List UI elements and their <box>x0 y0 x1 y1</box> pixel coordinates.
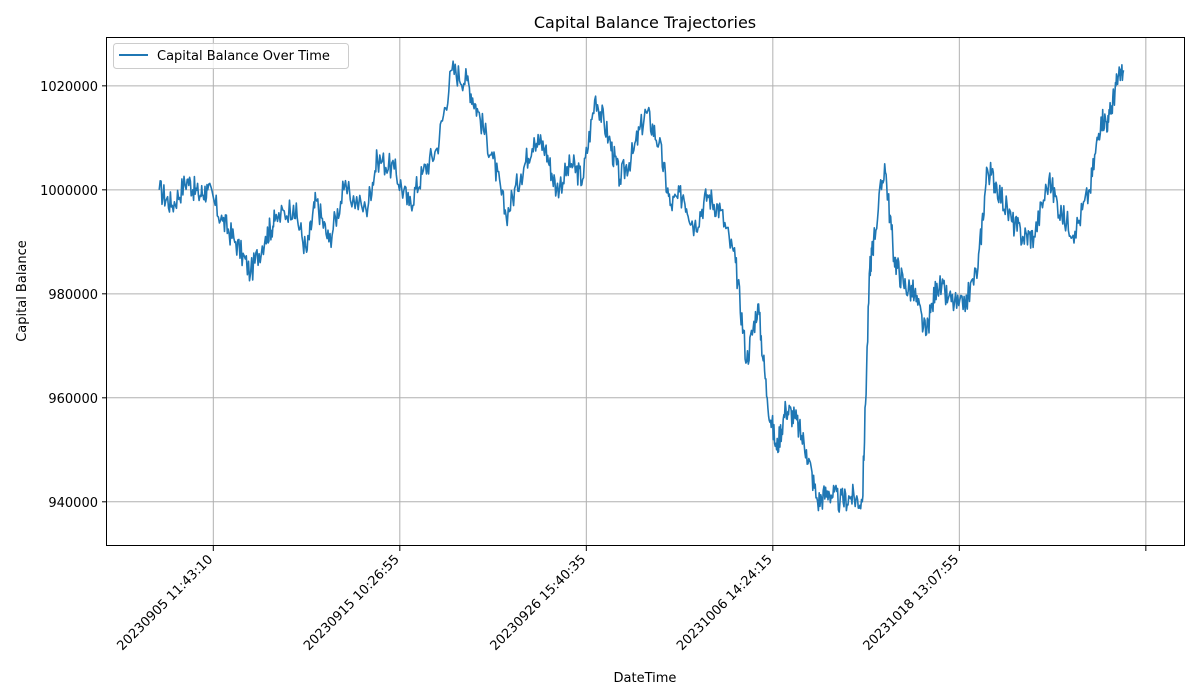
plot-frame <box>106 37 1185 546</box>
y-axis-ticks: 940000 960000 980000 1000000 1020000 <box>40 80 107 511</box>
x-tick-label: 20231006 14:24:15 <box>674 552 776 654</box>
x-tick-label: 20230905 11:43:10 <box>115 552 217 654</box>
legend: Capital Balance Over Time <box>113 43 349 69</box>
y-axis-label: Capital Balance <box>15 240 30 342</box>
x-tick-label: 20230915 10:26:55 <box>301 552 403 654</box>
x-tick-label: 20231018 13:07:55 <box>861 552 963 654</box>
y-tick-label: 1020000 <box>40 80 98 95</box>
chart-title: Capital Balance Trajectories <box>534 13 756 32</box>
y-tick-label: 960000 <box>48 392 98 407</box>
grid <box>107 38 1185 546</box>
y-tick-label: 1000000 <box>40 184 98 199</box>
x-tick-label: 20230926 15:40:35 <box>488 552 590 654</box>
capital-balance-line <box>158 60 1125 513</box>
y-tick-label: 940000 <box>48 496 98 511</box>
y-tick-label: 980000 <box>48 288 98 303</box>
series-layer <box>158 60 1125 513</box>
legend-label: Capital Balance Over Time <box>157 49 330 64</box>
x-axis-label: DateTime <box>614 671 677 686</box>
legend-box <box>113 43 349 69</box>
x-axis-ticks: 20230905 11:43:10 20230915 10:26:55 202309… <box>115 546 1147 654</box>
